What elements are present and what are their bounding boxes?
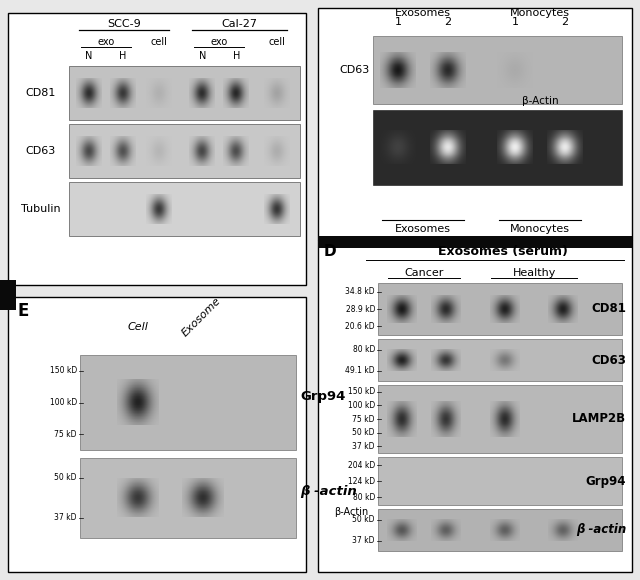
Bar [318,240,632,572]
Text: H: H [233,51,240,61]
Bar [378,509,622,551]
Text: 124 kD: 124 kD [348,477,375,485]
Text: Monocytes: Monocytes [510,224,570,234]
Text: N: N [85,51,93,61]
Text: cell: cell [151,37,168,47]
Text: Exosomes: Exosomes [395,224,451,234]
Text: LAMP2B: LAMP2B [572,412,626,426]
Text: 80 kD: 80 kD [353,345,375,354]
Text: β-Actin: β-Actin [334,507,368,517]
Bar [318,236,632,248]
Text: 204 kD: 204 kD [348,461,375,469]
Text: CD81: CD81 [591,303,626,316]
Text: 50 kD: 50 kD [54,473,77,483]
Text: β -actin: β -actin [300,485,356,498]
Text: D: D [324,245,336,259]
Text: 20.6 kD: 20.6 kD [346,322,375,331]
Bar [69,66,300,120]
Text: 49.1 kD: 49.1 kD [346,366,375,375]
Text: 75 kD: 75 kD [353,415,375,423]
Text: Tubulin: Tubulin [21,204,61,214]
Text: β-Actin: β-Actin [522,96,558,106]
Bar [373,110,622,185]
Text: 50 kD: 50 kD [353,428,375,437]
Text: 100 kD: 100 kD [348,401,375,410]
Text: exo: exo [97,37,115,47]
Bar [8,13,306,285]
Bar [373,36,622,104]
Bar [80,458,296,538]
Text: exo: exo [211,37,228,47]
Bar [378,457,622,505]
Text: 75 kD: 75 kD [54,430,77,438]
Text: Grp94: Grp94 [300,390,346,403]
Text: 80 kD: 80 kD [353,492,375,502]
Text: Exosomes: Exosomes [395,8,451,18]
Text: β -actin: β -actin [576,524,626,536]
Text: 37 kD: 37 kD [353,442,375,451]
Text: 1: 1 [511,17,518,27]
Text: 37 kD: 37 kD [54,513,77,523]
Bar [69,124,300,178]
Text: 150 kD: 150 kD [50,367,77,375]
Bar [69,182,300,236]
Text: CD63: CD63 [591,353,626,367]
Text: SCC-9: SCC-9 [107,19,141,29]
Text: 2: 2 [444,17,451,27]
Text: 100 kD: 100 kD [50,398,77,407]
Bar [378,283,622,335]
Text: CD63: CD63 [26,146,56,156]
Text: Grp94: Grp94 [586,474,626,488]
Bar [0,280,16,310]
Text: N: N [198,51,206,61]
Text: 1: 1 [394,17,401,27]
Bar [318,8,632,240]
Text: CD63: CD63 [340,65,370,75]
Text: CD81: CD81 [26,88,56,98]
Text: Healthy: Healthy [513,268,556,278]
Text: Cell: Cell [127,322,148,332]
Text: Exosomes (serum): Exosomes (serum) [438,245,568,259]
Bar [378,385,622,453]
Text: 150 kD: 150 kD [348,387,375,396]
Text: 34.8 kD: 34.8 kD [346,287,375,296]
Text: 28.9 kD: 28.9 kD [346,304,375,314]
Bar [378,339,622,381]
Text: 37 kD: 37 kD [353,536,375,545]
Text: 2: 2 [561,17,568,27]
Text: Cal-27: Cal-27 [222,19,258,29]
Bar [80,355,296,450]
Text: 50 kD: 50 kD [353,515,375,524]
Text: Monocytes: Monocytes [510,8,570,18]
Bar [8,297,306,572]
Text: E: E [17,302,29,320]
Text: H: H [119,51,127,61]
Text: Exosome: Exosome [180,296,223,339]
Text: cell: cell [269,37,285,47]
Text: Cancer: Cancer [404,268,444,278]
